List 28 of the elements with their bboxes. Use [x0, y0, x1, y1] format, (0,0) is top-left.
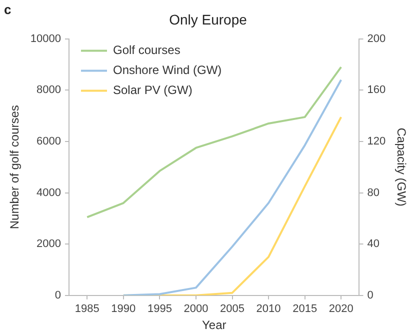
- legend-label: Golf courses: [112, 43, 180, 58]
- legend-label: Solar PV (GW): [112, 83, 192, 98]
- y-tick-label: 10000: [30, 32, 61, 45]
- y2-tick-label: 0: [367, 289, 374, 302]
- x-tick-label: 1995: [147, 303, 172, 316]
- y2-tick-label: 80: [367, 186, 380, 199]
- chart-title: Only Europe: [169, 11, 248, 28]
- x-tick-label: 2005: [220, 303, 244, 316]
- y2-tick-label: 120: [367, 135, 386, 148]
- x-tick-label: 1990: [111, 303, 136, 316]
- y2-tick-label: 160: [367, 84, 386, 96]
- x-axis-title: Year: [202, 318, 226, 332]
- y-axis-title: Number of golf courses: [8, 105, 22, 230]
- x-tick-label: 2000: [184, 303, 208, 316]
- y-tick-label: 8000: [36, 84, 61, 96]
- y-tick-label: 4000: [36, 186, 61, 199]
- y-tick-label: 2000: [36, 238, 61, 250]
- x-tick-label: 1985: [74, 303, 100, 316]
- x-tick-label: 2010: [256, 303, 281, 316]
- y2-tick-label: 40: [367, 238, 380, 250]
- y2-tick-label: 200: [367, 32, 386, 45]
- text: c: [4, 2, 12, 18]
- y-tick-label: 6000: [36, 135, 61, 148]
- legend-label: Onshore Wind (GW): [112, 63, 222, 78]
- y-tick-label: 0: [54, 289, 61, 302]
- y2-axis-title: Capacity (GW): [394, 128, 408, 206]
- x-tick-label: 2015: [292, 303, 318, 316]
- x-tick-label: 2020: [328, 303, 354, 316]
